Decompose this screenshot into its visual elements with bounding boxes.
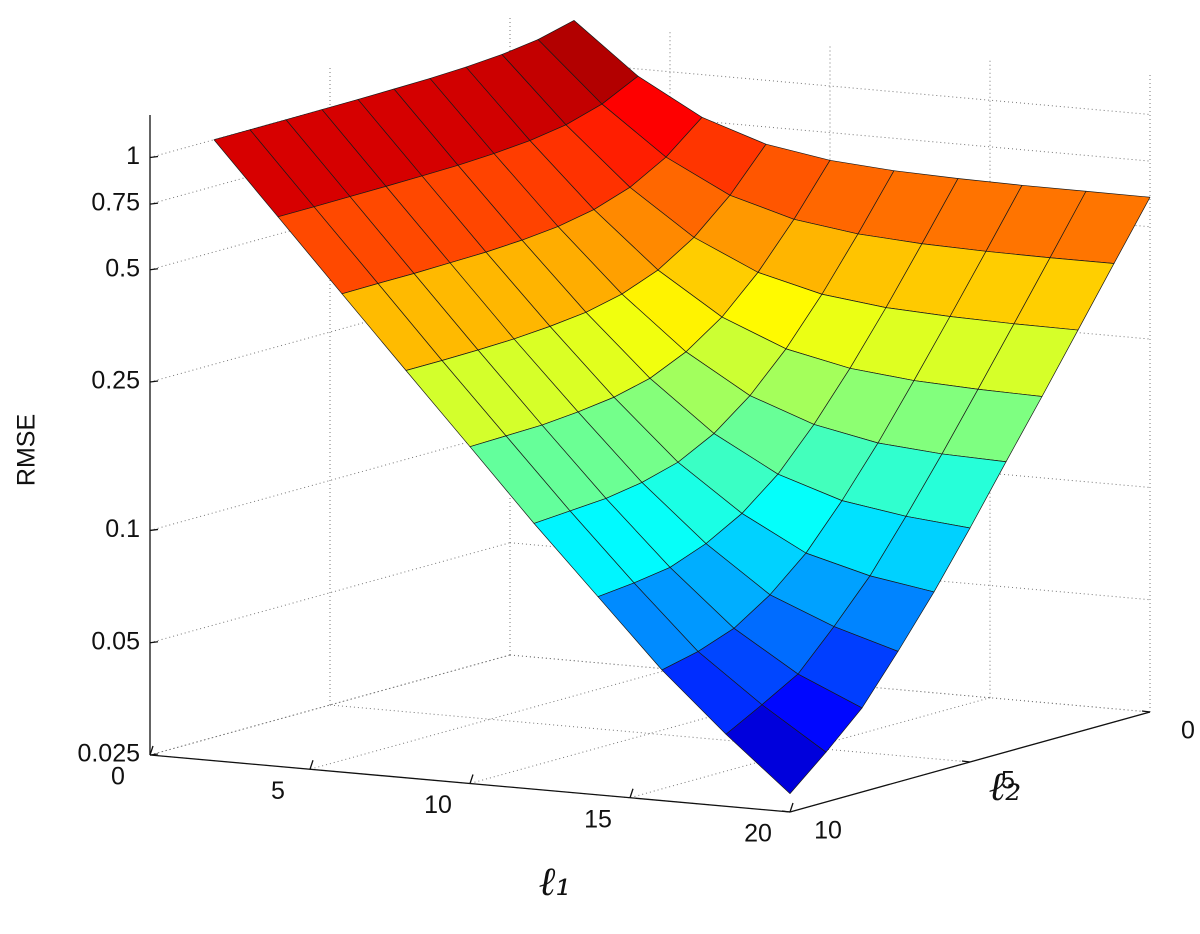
tick-mark bbox=[149, 745, 154, 756]
x-tick-label: 5 bbox=[271, 777, 285, 805]
z-tick-label: 1 bbox=[126, 142, 140, 170]
grid-line bbox=[329, 704, 971, 763]
tick-mark bbox=[149, 202, 159, 205]
tick-mark bbox=[781, 810, 791, 813]
z-tick-label: 0.1 bbox=[105, 515, 140, 543]
tick-mark bbox=[149, 528, 159, 532]
x-tick-label: 20 bbox=[744, 820, 772, 848]
tick-mark bbox=[309, 760, 314, 770]
tick-mark bbox=[149, 155, 159, 159]
z-tick-label: 0.05 bbox=[91, 627, 140, 655]
tick-mark bbox=[469, 774, 474, 784]
tick-mark bbox=[629, 788, 634, 798]
tick-mark bbox=[149, 268, 159, 271]
y-tick-label: 5 bbox=[1001, 767, 1015, 795]
z-tick-label: 0.25 bbox=[91, 367, 140, 395]
z-axis-label: RMSE bbox=[13, 414, 41, 486]
tick-mark bbox=[1141, 710, 1151, 713]
surface-patch bbox=[725, 704, 827, 794]
x-tick-label: 15 bbox=[584, 805, 612, 833]
y-tick-label: 0 bbox=[1181, 717, 1195, 745]
z-tick-label: 0.025 bbox=[77, 740, 140, 768]
x-tick-label: 0 bbox=[111, 763, 125, 791]
tick-mark bbox=[149, 380, 159, 383]
tick-mark bbox=[961, 760, 971, 763]
x-axis-label: ℓ₁ bbox=[539, 859, 572, 905]
tick-mark bbox=[149, 753, 159, 756]
tick-mark bbox=[149, 641, 159, 644]
tick-mark bbox=[789, 802, 794, 813]
y-tick-label: 10 bbox=[814, 817, 842, 845]
z-tick-label: 0.5 bbox=[105, 254, 140, 282]
x-tick-label: 10 bbox=[424, 791, 452, 819]
y-axis-label: ℓ₂ bbox=[989, 764, 1022, 810]
z-tick-label: 0.75 bbox=[91, 189, 140, 217]
